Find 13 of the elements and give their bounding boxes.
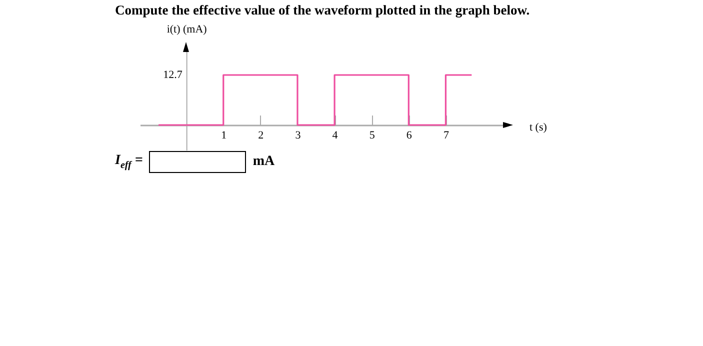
- x-axis-title: t (s): [530, 122, 548, 134]
- x-tick-label: 4: [332, 130, 338, 142]
- x-tick-label: 6: [406, 130, 412, 142]
- x-tick-label: 1: [221, 130, 227, 142]
- chart-title: Compute the effective value of the waveform plotted in the graph below.: [115, 2, 530, 18]
- annotation: 12.7: [163, 69, 183, 81]
- y-axis-title: i(t) (mA): [166, 24, 208, 36]
- x-tick-label: 3: [295, 130, 302, 142]
- text: mA: [252, 154, 275, 170]
- x-tick-label: 7: [443, 130, 450, 142]
- text: I$_{eff}$ =: [115, 153, 143, 171]
- x-tick-label: 5: [369, 130, 376, 142]
- x-tick-label: 2: [258, 130, 264, 142]
